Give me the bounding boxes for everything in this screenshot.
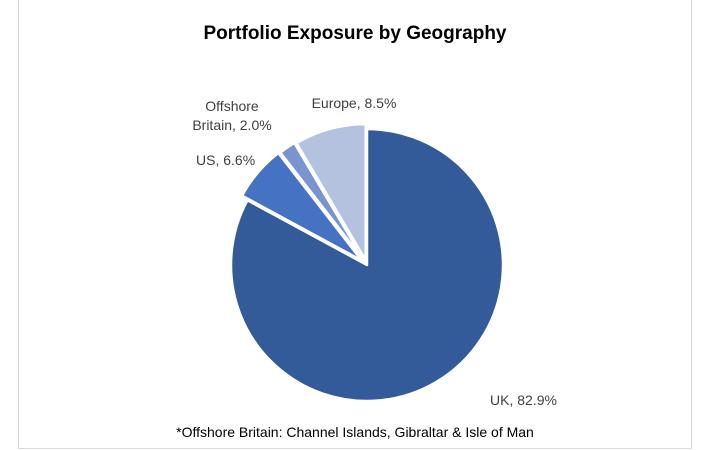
pie-slice-us bbox=[240, 151, 363, 262]
data-label-uk: UK, 82.9% bbox=[490, 392, 557, 408]
pie-slice-offshore-britain bbox=[279, 141, 365, 262]
data-label-offshore-britain: Offshore Britain, 2.0% bbox=[192, 98, 271, 133]
chart-title: Portfolio Exposure by Geography bbox=[203, 23, 507, 44]
pie-slice-uk bbox=[229, 127, 505, 403]
pie-slices bbox=[229, 122, 505, 403]
data-label-europe: Europe, 8.5% bbox=[312, 95, 397, 111]
pie-labels: UK, 82.9% US, 6.6% Offshore Britain, 2.0% Eu… bbox=[192, 95, 557, 408]
pie-slice-europe bbox=[295, 122, 367, 262]
data-label-us: US, 6.6% bbox=[196, 152, 255, 168]
chart-footnote: *Offshore Britain: Channel Islands, Gibr… bbox=[176, 424, 534, 440]
